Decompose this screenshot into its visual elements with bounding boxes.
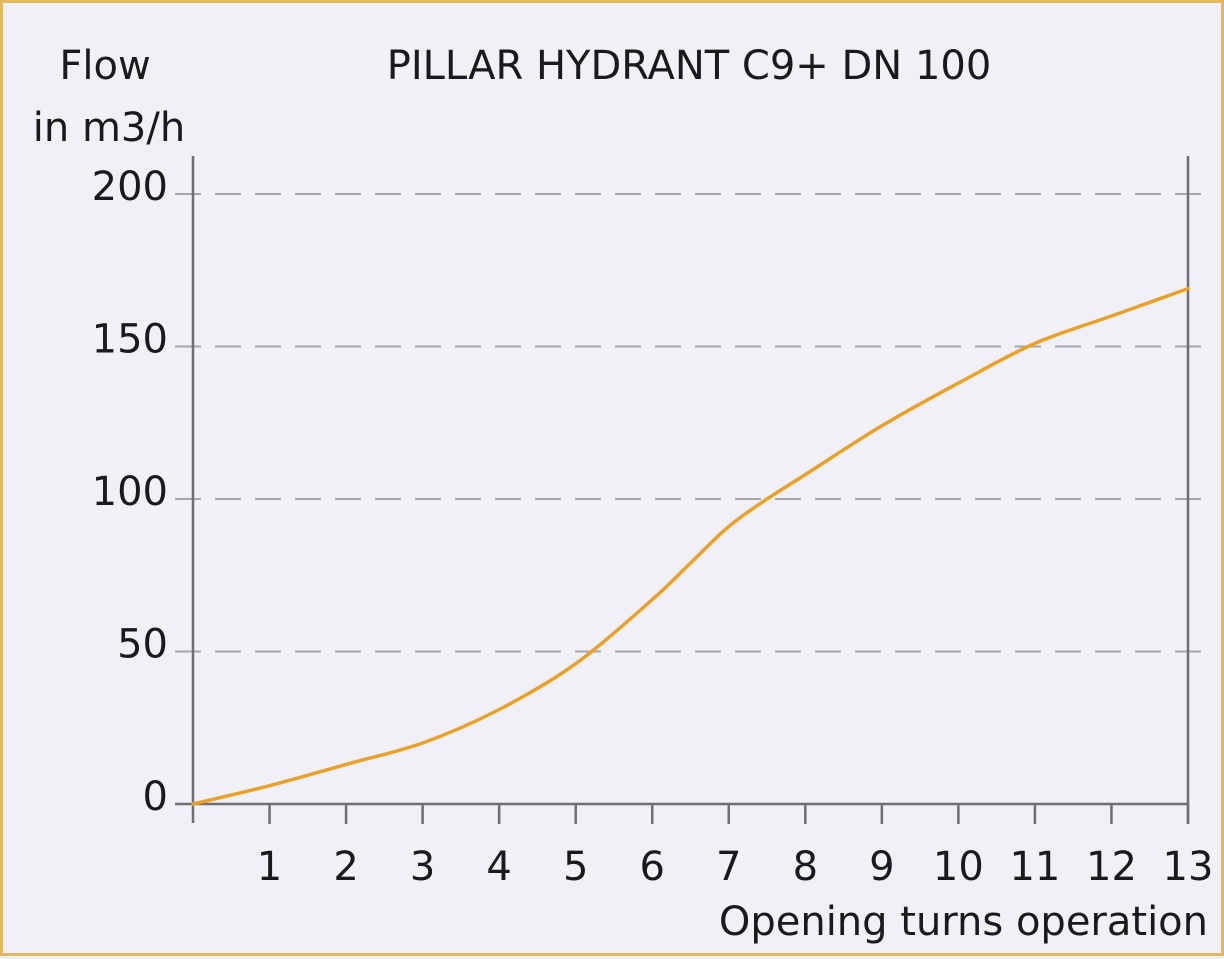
x-tick-label-3: 3 <box>410 844 435 890</box>
x-tick-label-2: 2 <box>333 844 358 890</box>
y-axis-label-line2: in m3/h <box>33 105 185 151</box>
x-tick-label-4: 4 <box>486 844 511 890</box>
x-tick-label-12: 12 <box>1086 844 1137 890</box>
y-axis-label-line1: Flow <box>59 43 150 89</box>
x-tick-label-5: 5 <box>563 844 588 890</box>
y-tick-label-150: 150 <box>92 317 168 363</box>
y-tick-label-200: 200 <box>92 164 168 210</box>
y-tick-label-0: 0 <box>143 774 168 820</box>
x-tick-label-13: 13 <box>1163 844 1214 890</box>
y-tick-label-100: 100 <box>92 469 168 515</box>
x-tick-label-1: 1 <box>257 844 282 890</box>
x-tick-label-6: 6 <box>640 844 665 890</box>
flow-curve <box>191 286 1190 806</box>
x-tick-label-9: 9 <box>869 844 894 890</box>
chart-title: PILLAR HYDRANT C9+ DN 100 <box>387 43 992 89</box>
x-tick-label-10: 10 <box>933 844 984 890</box>
x-axis-label: Opening turns operation <box>719 899 1208 945</box>
x-tick-label-11: 11 <box>1009 844 1060 890</box>
x-tick-label-7: 7 <box>716 844 741 890</box>
x-tick-label-8: 8 <box>793 844 818 890</box>
y-tick-label-50: 50 <box>117 622 168 668</box>
